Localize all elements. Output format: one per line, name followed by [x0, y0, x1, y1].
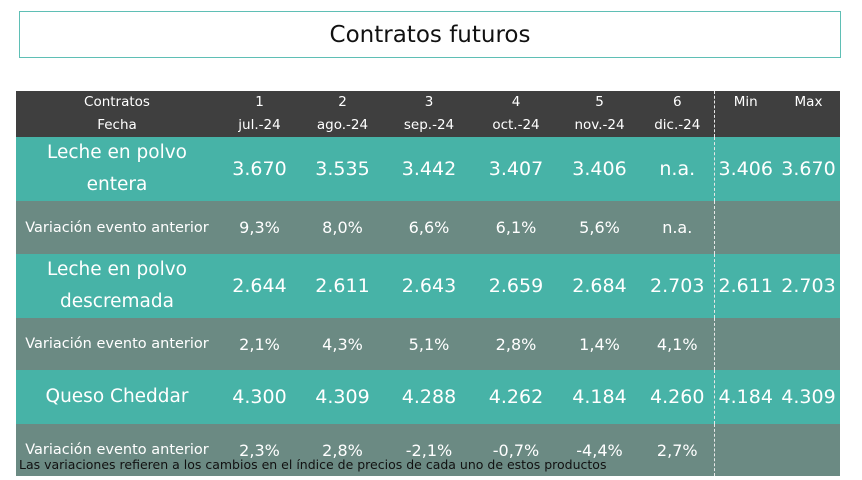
max-label: Max — [794, 94, 823, 110]
price-cell: 3.442 — [384, 137, 474, 201]
variation-cell: n.a. — [641, 201, 714, 254]
variation-label: Variación evento anterior — [16, 424, 218, 476]
min-cell — [713, 201, 777, 254]
variation-cell: -0,7% — [474, 424, 558, 476]
product-name-line2: descremada — [60, 291, 174, 312]
price-cell: 4.260 — [641, 370, 714, 424]
header-col-5: 5 nov.-24 — [558, 91, 641, 137]
variation-cell: 2,8% — [474, 318, 558, 370]
max-cell: 2.703 — [777, 254, 840, 318]
product-name-line2: entera — [86, 174, 148, 195]
variation-cell: 9,3% — [218, 201, 301, 254]
variation-cell: 5,6% — [558, 201, 641, 254]
contract-date: sep.-24 — [403, 117, 455, 133]
price-cell: 4.184 — [558, 370, 641, 424]
variation-row-leche-descremada: Variación evento anterior 2,1% 4,3% 5,1%… — [16, 318, 840, 370]
price-cell: 2.611 — [301, 254, 384, 318]
price-cell: 4.309 — [301, 370, 384, 424]
variation-cell: 6,6% — [384, 201, 474, 254]
price-cell: 2.644 — [218, 254, 301, 318]
price-cell: n.a. — [641, 137, 714, 201]
header-col-4: 4 oct.-24 — [474, 91, 558, 137]
variation-cell: 2,8% — [301, 424, 384, 476]
variation-cell: 2,7% — [641, 424, 714, 476]
product-name-line1: Leche en polvo — [47, 259, 187, 280]
variation-cell: 4,3% — [301, 318, 384, 370]
header-min: Min — [713, 91, 777, 137]
variation-label: Variación evento anterior — [16, 201, 218, 254]
price-cell: 3.670 — [218, 137, 301, 201]
contract-date: oct.-24 — [492, 117, 540, 133]
contract-date: dic.-24 — [654, 117, 701, 133]
header-col-6: 6 dic.-24 — [641, 91, 714, 137]
variation-row-queso-cheddar: Variación evento anterior 2,3% 2,8% -2,1… — [16, 424, 840, 476]
header-col-3: 3 sep.-24 — [384, 91, 474, 137]
footnote: Las variaciones refieren a los cambios e… — [19, 457, 607, 472]
contract-date: jul.-24 — [238, 117, 281, 133]
contract-date: nov.-24 — [574, 117, 625, 133]
max-cell — [777, 318, 840, 370]
header-max: Max — [777, 91, 840, 137]
contract-number: 1 — [255, 94, 264, 110]
product-name: Leche en polvo entera — [16, 137, 218, 201]
variation-cell: 5,1% — [384, 318, 474, 370]
max-cell: 4.309 — [777, 370, 840, 424]
header-label-cell: Contratos Fecha — [16, 91, 218, 137]
price-cell: 2.703 — [641, 254, 714, 318]
futures-table: Contratos Fecha 1 jul.-24 2 ago.-24 3 sep.-… — [16, 91, 840, 476]
contract-number: 6 — [672, 94, 682, 110]
price-cell: 3.407 — [474, 137, 558, 201]
min-label: Min — [733, 94, 758, 110]
variation-cell: 6,1% — [474, 201, 558, 254]
variation-label: Variación evento anterior — [16, 318, 218, 370]
min-cell — [713, 318, 777, 370]
variation-row-leche-entera: Variación evento anterior 9,3% 8,0% 6,6%… — [16, 201, 840, 254]
product-row-queso-cheddar: Queso Cheddar 4.300 4.309 4.288 4.262 4.… — [16, 370, 840, 424]
price-cell: 4.288 — [384, 370, 474, 424]
variation-cell: 2,3% — [218, 424, 301, 476]
header-label-contratos: Contratos — [84, 94, 150, 110]
contract-number: 2 — [338, 94, 347, 110]
variation-cell: 1,4% — [558, 318, 641, 370]
variation-cell: 4,1% — [641, 318, 714, 370]
variation-cell: -2,1% — [384, 424, 474, 476]
page-title: Contratos futuros — [19, 11, 841, 58]
max-cell — [777, 201, 840, 254]
min-cell: 4.184 — [713, 370, 777, 424]
price-cell: 2.684 — [558, 254, 641, 318]
max-cell: 3.670 — [777, 137, 840, 201]
product-name: Leche en polvo descremada — [16, 254, 218, 318]
contract-number: 5 — [595, 94, 604, 110]
variation-cell: -4,4% — [558, 424, 641, 476]
header-label-fecha: Fecha — [97, 117, 137, 133]
product-row-leche-entera: Leche en polvo entera 3.670 3.535 3.442 3… — [16, 137, 840, 201]
price-cell: 4.300 — [218, 370, 301, 424]
price-cell: 3.535 — [301, 137, 384, 201]
header-col-2: 2 ago.-24 — [301, 91, 384, 137]
header-col-1: 1 jul.-24 — [218, 91, 301, 137]
price-cell: 2.643 — [384, 254, 474, 318]
product-name: Queso Cheddar — [16, 370, 218, 424]
price-cell: 2.659 — [474, 254, 558, 318]
product-name-line1: Queso Cheddar — [45, 386, 189, 407]
price-cell: 3.406 — [558, 137, 641, 201]
contract-number: 3 — [424, 94, 434, 110]
min-cell: 3.406 — [713, 137, 777, 201]
variation-cell: 8,0% — [301, 201, 384, 254]
contract-date: ago.-24 — [316, 117, 369, 133]
header-row: Contratos Fecha 1 jul.-24 2 ago.-24 3 sep.-… — [16, 91, 840, 137]
max-cell — [777, 424, 840, 476]
product-row-leche-descremada: Leche en polvo descremada 2.644 2.611 2.6… — [16, 254, 840, 318]
price-cell: 4.262 — [474, 370, 558, 424]
min-cell: 2.611 — [713, 254, 777, 318]
min-cell — [713, 424, 777, 476]
contract-number: 4 — [511, 94, 521, 110]
product-name-line1: Leche en polvo — [47, 142, 187, 163]
variation-cell: 2,1% — [218, 318, 301, 370]
